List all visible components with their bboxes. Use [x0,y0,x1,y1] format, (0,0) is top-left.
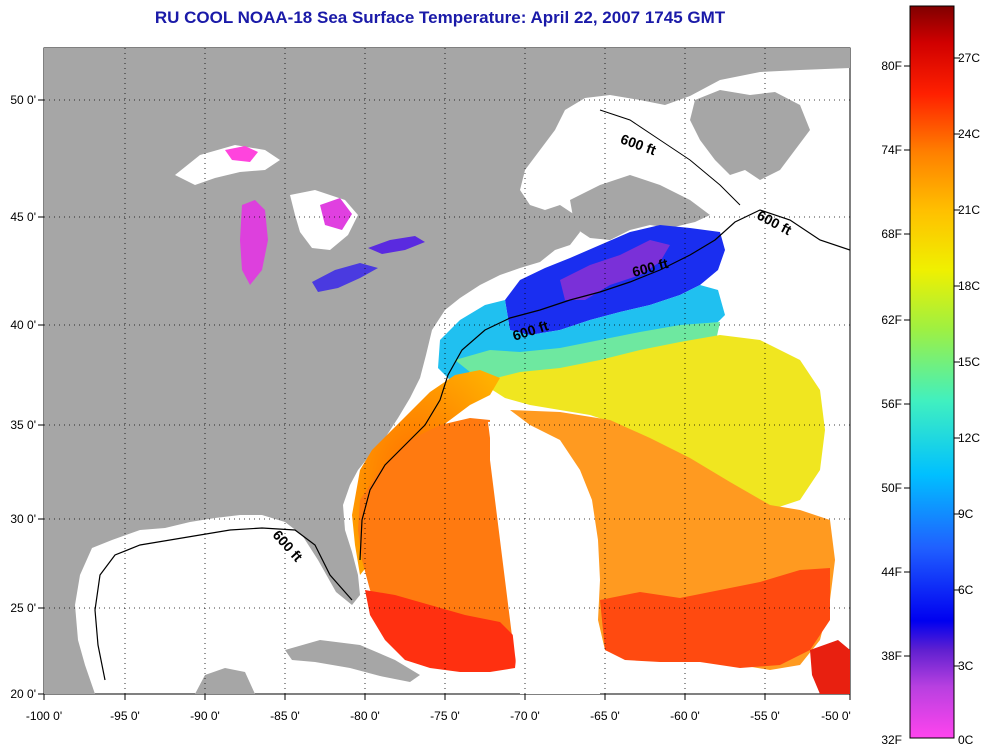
colorbar-label-c: 9C [958,507,974,521]
sst-slope-yellow [480,335,825,510]
lon-label: -80 0' [350,709,380,723]
lat-label: 45 0' [10,210,36,224]
lake-ontario [368,236,425,254]
lat-label: 20 0' [10,687,36,701]
colorbar-gradient [909,5,955,739]
lon-label: -85 0' [270,709,300,723]
land-newfoundland [690,90,810,180]
colorbar-label-c: 24C [958,127,980,141]
colorbar-label-f: 56F [881,397,902,411]
colorbar-label-c: 15C [958,355,980,369]
colorbar-label-f: 62F [881,313,902,327]
lon-label: -70 0' [510,709,540,723]
colorbar-label-c: 12C [958,431,980,445]
lake-huron-temp [320,198,352,230]
land-cuba [285,640,420,682]
colorbar-label-c: 0C [958,733,974,747]
lat-label: 25 0' [10,601,36,615]
lat-label: 35 0' [10,418,36,432]
colorbar-label-c: 3C [958,659,974,673]
frame-ticks [38,99,851,700]
lon-label: -75 0' [430,709,460,723]
colorbar: 80F 74F 68F 62F 56F 50F 44F 38F 32F 27C … [881,5,980,747]
lat-label: 40 0' [10,318,36,332]
colorbar-label-c: 27C [958,51,980,65]
colorbar-label-c: 6C [958,583,974,597]
lon-label: -55 0' [750,709,780,723]
land-yucatan [195,668,255,694]
lon-label: -65 0' [590,709,620,723]
colorbar-label-f: 32F [881,733,902,747]
lon-label: -50 0' [821,709,851,723]
isobath-gulf [94,527,353,681]
lake-superior-temp [225,146,258,162]
lon-label: -60 0' [670,709,700,723]
colorbar-label-c: 21C [958,203,980,217]
map-title: RU COOL NOAA-18 Sea Surface Temperature:… [154,8,726,27]
lon-label: -95 0' [110,709,140,723]
sst-se-corner [810,640,850,694]
colorbar-label-f: 68F [881,227,902,241]
lake-michigan [240,200,268,285]
colorbar-label-f: 38F [881,649,902,663]
sst-shelf-green [455,322,720,388]
lat-label: 30 0' [10,512,36,526]
lat-label: 50 0' [10,93,36,107]
colorbar-label-c: 18C [958,279,980,293]
colorbar-label-f: 44F [881,565,902,579]
cloud-gap [488,420,600,694]
colorbar-label-f: 74F [881,143,902,157]
lake-erie [312,263,378,292]
isobath-atlantic [359,209,850,561]
lon-label: -90 0' [190,709,220,723]
colorbar-label-f: 50F [881,481,902,495]
isobath-gulf-stlawrence [599,109,741,206]
sst-east-red [600,568,830,668]
lon-label: -100 0' [26,709,62,723]
colorbar-label-f: 80F [881,59,902,73]
sst-bahamas-red [365,590,518,672]
sst-purple-patch [560,240,670,300]
